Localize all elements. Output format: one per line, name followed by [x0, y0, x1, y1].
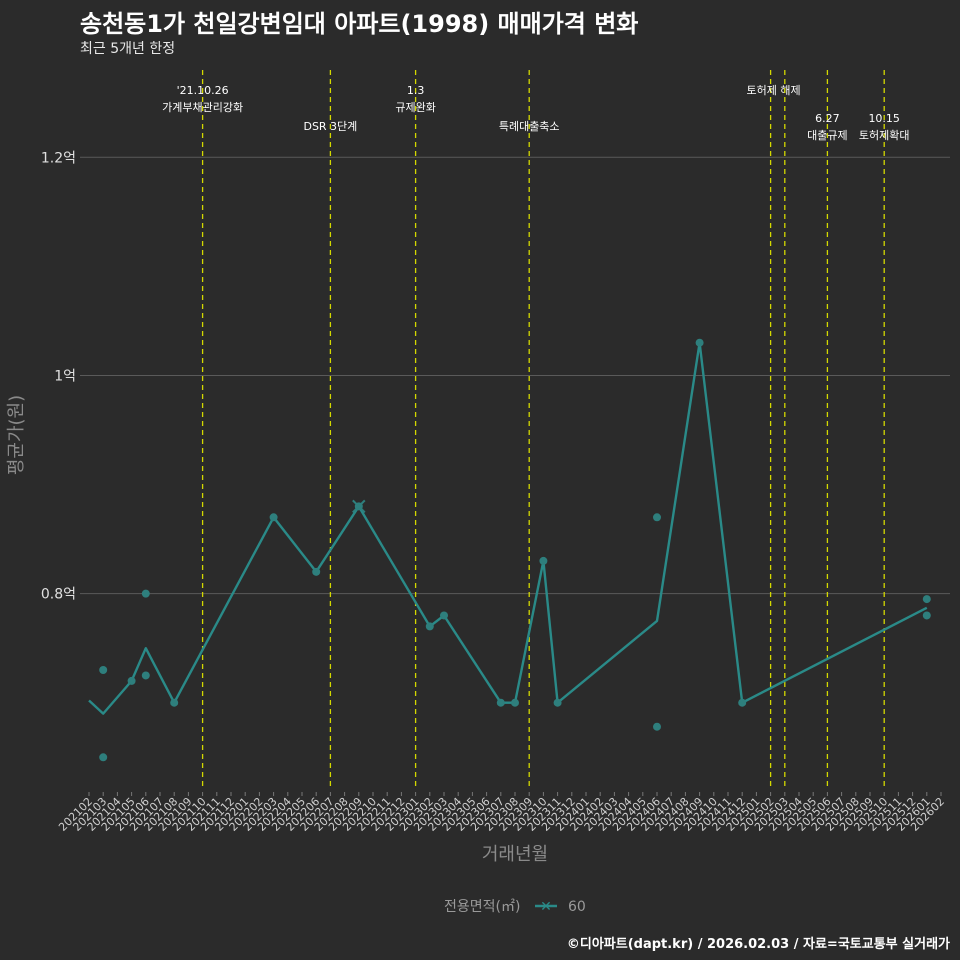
- data-point-11: [496, 698, 505, 707]
- data-point-2: [127, 676, 136, 685]
- legend: 전용면적(㎡) ✕ 60: [444, 899, 586, 915]
- y-tick-label-2: 1.2억: [41, 150, 76, 166]
- source-caption: ©디아파트(dapt.kr) / 2026.02.03 / 자료=국토교통부 실…: [566, 937, 950, 952]
- data-point-17: [695, 338, 704, 347]
- y-axis-ticks: 0.8억 1억 1.2억: [41, 150, 76, 602]
- cross-marker: [352, 499, 366, 514]
- data-point-13: [539, 556, 548, 565]
- grid-lines: [80, 156, 950, 595]
- legend-label-60: 60: [568, 899, 586, 915]
- legend-cross-icon: ✕: [540, 899, 552, 915]
- series-60: [88, 338, 931, 762]
- chart-subtitle: 최근 5개년 한정: [80, 41, 176, 57]
- data-point-19: [922, 595, 931, 604]
- data-point-12: [511, 698, 519, 707]
- y-tick-label-1: 1억: [54, 368, 76, 384]
- data-point-1: [99, 753, 108, 762]
- y-axis-title: 평균가(원): [6, 395, 27, 475]
- data-point-5: [170, 698, 179, 707]
- data-point-3: [141, 589, 150, 598]
- legend-title: 전용면적(㎡): [444, 899, 520, 915]
- data-point-6: [269, 513, 278, 522]
- chart-title: 송천동1가 천일강변임대 아파트(1998) 매매가격 변화: [80, 10, 639, 38]
- event-label-202110-1: 가계부채관리강화: [162, 101, 243, 114]
- data-point-18: [738, 698, 747, 707]
- data-point-16: [653, 722, 661, 731]
- data-point-0: [99, 666, 108, 674]
- x-axis-ticks: 2021022021032021042021052021062021072021…: [56, 792, 947, 834]
- event-label-202301-0: 1.3: [407, 84, 425, 97]
- event-label-202301-1: 규제완화: [395, 101, 435, 114]
- event-label-202506-1: 대출규제: [807, 129, 847, 142]
- data-point-7: [312, 567, 321, 576]
- data-point-4: [141, 671, 150, 680]
- event-label-202510-0: 10.15: [868, 112, 900, 125]
- data-point-14: [553, 698, 562, 707]
- event-label-202510-1: 토허제확대: [859, 129, 910, 142]
- event-label-202309-0: 특례대출축소: [499, 120, 560, 133]
- event-label-202506-0: 6.27: [815, 112, 840, 125]
- data-point-9: [425, 622, 434, 631]
- series-line-60: [88, 341, 928, 715]
- data-point-10: [440, 611, 448, 620]
- event-label-202110-0: '21.10.26: [177, 84, 229, 97]
- x-axis-title: 거래년월: [482, 844, 548, 865]
- event-label-202207-0: DSR 3단계: [303, 120, 357, 133]
- y-tick-label-0: 0.8억: [41, 587, 76, 603]
- data-point-20: [922, 611, 931, 620]
- data-point-15: [653, 513, 661, 522]
- event-label-202502-0: 토허제 해제: [746, 83, 800, 97]
